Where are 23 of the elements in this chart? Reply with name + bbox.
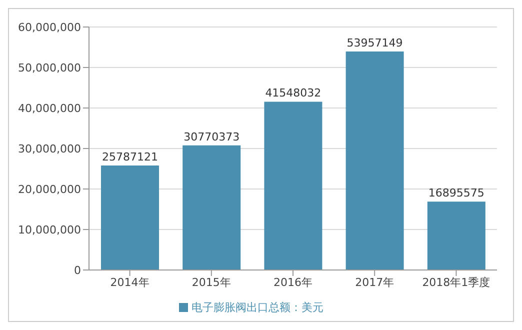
- bar: [264, 102, 322, 270]
- bar: [427, 202, 486, 270]
- x-tick-label: 2015年: [192, 276, 231, 289]
- legend-label: 电子膨胀阀出口总额：美元: [192, 301, 324, 314]
- bar: [101, 166, 159, 270]
- y-tick-label: 0: [74, 264, 81, 277]
- y-tick-label: 50,000,000: [18, 61, 81, 74]
- data-label: 53957149: [346, 36, 403, 50]
- x-tick-label: 2017年: [355, 276, 394, 289]
- y-tick-label: 20,000,000: [18, 182, 81, 196]
- y-tick-label: 60,000,000: [18, 20, 81, 34]
- x-tick-label: 2016年: [274, 276, 312, 289]
- bar: [182, 145, 241, 270]
- y-tick-label: 30,000,000: [18, 142, 81, 156]
- x-tick-label: 2018年1季度: [422, 276, 490, 289]
- bar: [346, 51, 404, 270]
- y-tick-label: 40,000,000: [18, 102, 81, 115]
- data-label: 41548032: [265, 86, 322, 100]
- data-label: 16895575: [428, 186, 484, 200]
- x-tick-label: 2014年: [110, 276, 150, 289]
- data-label: 25787121: [102, 150, 158, 164]
- data-label: 30770373: [184, 130, 240, 144]
- y-tick-label: 10,000,000: [18, 223, 81, 236]
